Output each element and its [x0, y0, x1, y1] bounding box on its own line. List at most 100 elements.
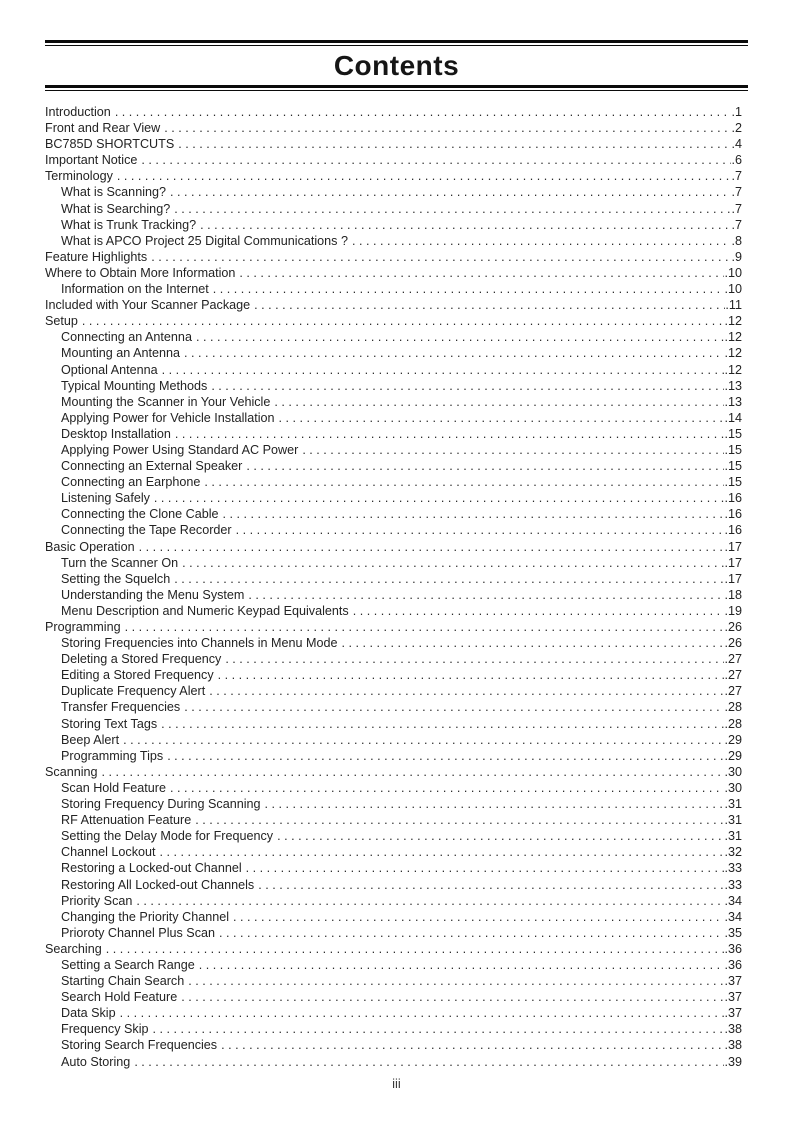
toc-entry-page-number: 35	[724, 925, 742, 941]
toc-entry-label: Beep Alert	[61, 732, 120, 747]
toc-entry: Applying Power for Vehicle Installation …	[45, 410, 748, 426]
dot-leader	[125, 619, 725, 635]
toc-entry-page-number: 33	[724, 860, 742, 876]
toc-entry-page-number: 12	[724, 362, 742, 378]
toc-entry-page-number: 38	[724, 1021, 742, 1037]
page-title: Contents	[333, 50, 460, 81]
toc-entry-label: Auto Storing	[61, 1054, 131, 1069]
toc-entry-label: Setting the Delay Mode for Frequency	[61, 829, 274, 844]
toc-entry-page-number: 30	[724, 780, 742, 796]
toc-entry: Basic Operation 17	[45, 539, 748, 555]
title-rule	[45, 85, 748, 91]
dot-leader	[151, 249, 731, 265]
dot-leader	[204, 474, 724, 490]
toc-entry-label: Connecting an External Speaker	[61, 459, 243, 474]
toc-entry-page-number: 18	[724, 587, 742, 603]
toc-entry: Turn the Scanner On 17	[45, 555, 748, 571]
toc-entry-label: Starting Chain Search	[61, 974, 185, 989]
toc-entry-label: Feature Highlights	[45, 249, 148, 264]
toc-entry: Data Skip 37	[45, 1005, 748, 1021]
toc-entry: Setting the Delay Mode for Frequency 31	[45, 828, 748, 844]
toc-entry-page-number: 27	[724, 651, 742, 667]
dot-leader	[174, 571, 724, 587]
toc-entry-page-number: 31	[724, 828, 742, 844]
toc-entry-page-number: 39	[724, 1054, 742, 1070]
toc-entry-page-number: 12	[724, 313, 742, 329]
toc-entry: Programming 26	[45, 619, 748, 635]
toc-entry-page-number: 37	[724, 1005, 742, 1021]
dot-leader	[195, 812, 724, 828]
dot-leader	[188, 973, 724, 989]
toc-entry-label: What is Searching?	[61, 201, 171, 216]
toc-entry-label: Channel Lockout	[61, 845, 156, 860]
dot-leader	[136, 893, 724, 909]
dot-leader	[117, 168, 732, 184]
toc-entry: Deleting a Stored Frequency 27	[45, 651, 748, 667]
dot-leader	[213, 281, 725, 297]
dot-leader	[274, 394, 724, 410]
toc-entry-label: Search Hold Feature	[61, 990, 178, 1005]
toc-entry-page-number: 34	[724, 893, 742, 909]
toc-entry-page-number: 8	[731, 233, 742, 249]
dot-leader	[265, 796, 725, 812]
dot-leader	[302, 442, 724, 458]
toc-entry-page-number: 28	[724, 716, 742, 732]
toc-entry: Optional Antenna 12	[45, 362, 748, 378]
dot-leader	[106, 941, 725, 957]
toc-entry: Connecting an External Speaker 15	[45, 458, 748, 474]
toc-entry-label: Setup	[45, 314, 78, 329]
toc-entry-page-number: 34	[724, 909, 742, 925]
dot-leader	[225, 651, 724, 667]
toc-entry-label: Understanding the Menu System	[61, 587, 245, 602]
toc-entry: Setting a Search Range 36	[45, 957, 748, 973]
toc-entry: BC785D SHORTCUTS 4	[45, 136, 748, 152]
toc-entry-page-number: 13	[724, 378, 742, 394]
toc-entry: Connecting an Antenna 12	[45, 329, 748, 345]
toc-entry-page-number: 16	[724, 522, 742, 538]
toc-entry-page-number: 32	[724, 844, 742, 860]
toc-entry-page-number: 15	[724, 474, 742, 490]
toc-entry-label: Transfer Frequencies	[61, 700, 181, 715]
toc-entry: Changing the Priority Channel 34	[45, 909, 748, 925]
toc-entry-label: Information on the Internet	[61, 282, 209, 297]
toc-entry: Frequency Skip 38	[45, 1021, 748, 1037]
toc-entry-label: Editing a Stored Frequency	[61, 668, 214, 683]
toc-entry: Transfer Frequencies 28	[45, 699, 748, 715]
dot-leader	[154, 490, 725, 506]
toc-entry: Applying Power Using Standard AC Power 1…	[45, 442, 748, 458]
toc-entry: Storing Frequencies into Channels in Men…	[45, 635, 748, 651]
top-rule	[45, 40, 748, 46]
dot-leader	[236, 522, 725, 538]
toc-entry-label: BC785D SHORTCUTS	[45, 137, 175, 152]
toc-entry-label: Mounting an Antenna	[61, 346, 181, 361]
dot-leader	[167, 748, 724, 764]
toc-entry: RF Attenuation Feature 31	[45, 812, 748, 828]
toc-entry-label: Applying Power for Vehicle Installation	[61, 410, 275, 425]
toc-entry-label: Basic Operation	[45, 539, 135, 554]
dot-leader	[199, 957, 725, 973]
toc-entry-page-number: 12	[724, 345, 742, 361]
toc-entry-label: Searching	[45, 941, 102, 956]
toc-entry-page-number: 27	[724, 683, 742, 699]
dot-leader	[342, 635, 725, 651]
toc-entry-label: What is Scanning?	[61, 185, 167, 200]
dot-leader	[239, 265, 724, 281]
toc-entry-label: Typical Mounting Methods	[61, 378, 208, 393]
toc-entry: Menu Description and Numeric Keypad Equi…	[45, 603, 748, 619]
toc-entry: Mounting the Scanner in Your Vehicle 13	[45, 394, 748, 410]
toc-entry-page-number: 14	[724, 410, 742, 426]
toc-entry-page-number: 10	[724, 265, 742, 281]
toc-entry-page-number: 29	[724, 732, 742, 748]
toc-entry: What is Searching? 7	[45, 201, 748, 217]
dot-leader	[160, 844, 725, 860]
toc-entry-label: Restoring a Locked-out Channel	[61, 861, 242, 876]
toc-entry-label: Desktop Installation	[61, 426, 171, 441]
dot-leader	[352, 233, 732, 249]
toc-entry: Desktop Installation 15	[45, 426, 748, 442]
toc-entry: Typical Mounting Methods 13	[45, 378, 748, 394]
toc-entry-page-number: 7	[731, 217, 742, 233]
toc-entry: Connecting the Tape Recorder 16	[45, 522, 748, 538]
toc-entry-page-number: 7	[731, 184, 742, 200]
toc-entry: Search Hold Feature 37	[45, 989, 748, 1005]
toc-entry-page-number: 13	[724, 394, 742, 410]
